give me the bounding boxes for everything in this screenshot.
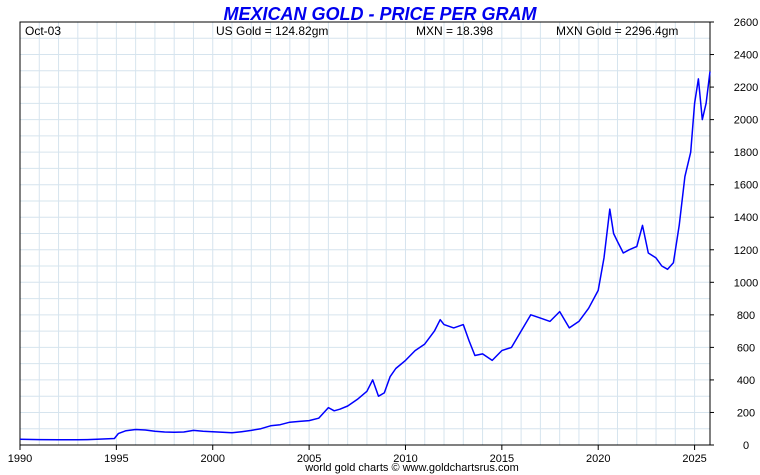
series-line-0 <box>19 71 711 441</box>
y-tick-label: 400 <box>737 375 755 387</box>
x-tick-label: 2000 <box>200 453 224 465</box>
y-tick-label: 0 <box>743 440 749 452</box>
ticks: 1990 1995 2000 2005 2010 2015 2020 2025 0 200 400 6… <box>8 17 758 465</box>
chart-title: MEXICAN GOLD - PRICE PER GRAM <box>223 4 537 24</box>
x-tick-label: 2005 <box>297 453 321 465</box>
info-mxn-rate: MXN = 18.398 <box>416 24 493 38</box>
y-tick-label: 800 <box>737 310 755 322</box>
y-tick-label: 1000 <box>734 277 758 289</box>
plot-frame <box>19 21 711 446</box>
x-tick-label: 2010 <box>393 453 417 465</box>
info-us-gold: US Gold = 124.82gm <box>216 24 328 38</box>
y-tick-label: 600 <box>737 342 755 354</box>
chart-footer: world gold charts © www.goldchartsrus.co… <box>304 462 519 474</box>
info-date: Oct-03 <box>25 24 61 38</box>
y-tick-label: 1200 <box>734 245 758 257</box>
grid <box>19 21 710 446</box>
y-tick-label: 1800 <box>734 147 758 159</box>
x-tick-label: 2020 <box>586 453 610 465</box>
x-tick-label: 2025 <box>682 453 706 465</box>
x-tick-label: 2015 <box>490 453 514 465</box>
y-tick-label: 1400 <box>734 212 758 224</box>
y-tick-label: 2200 <box>734 82 758 94</box>
y-tick-label: 2400 <box>734 50 758 62</box>
x-tick-label: 1995 <box>104 453 128 465</box>
info-mxn-gold: MXN Gold = 2296.4gm <box>556 24 678 38</box>
y-tick-label: 200 <box>737 407 755 419</box>
y-tick-label: 2000 <box>734 115 758 127</box>
y-tick-label: 1600 <box>734 180 758 192</box>
y-tick-label: 2600 <box>734 17 758 29</box>
x-tick-label: 1990 <box>8 453 32 465</box>
